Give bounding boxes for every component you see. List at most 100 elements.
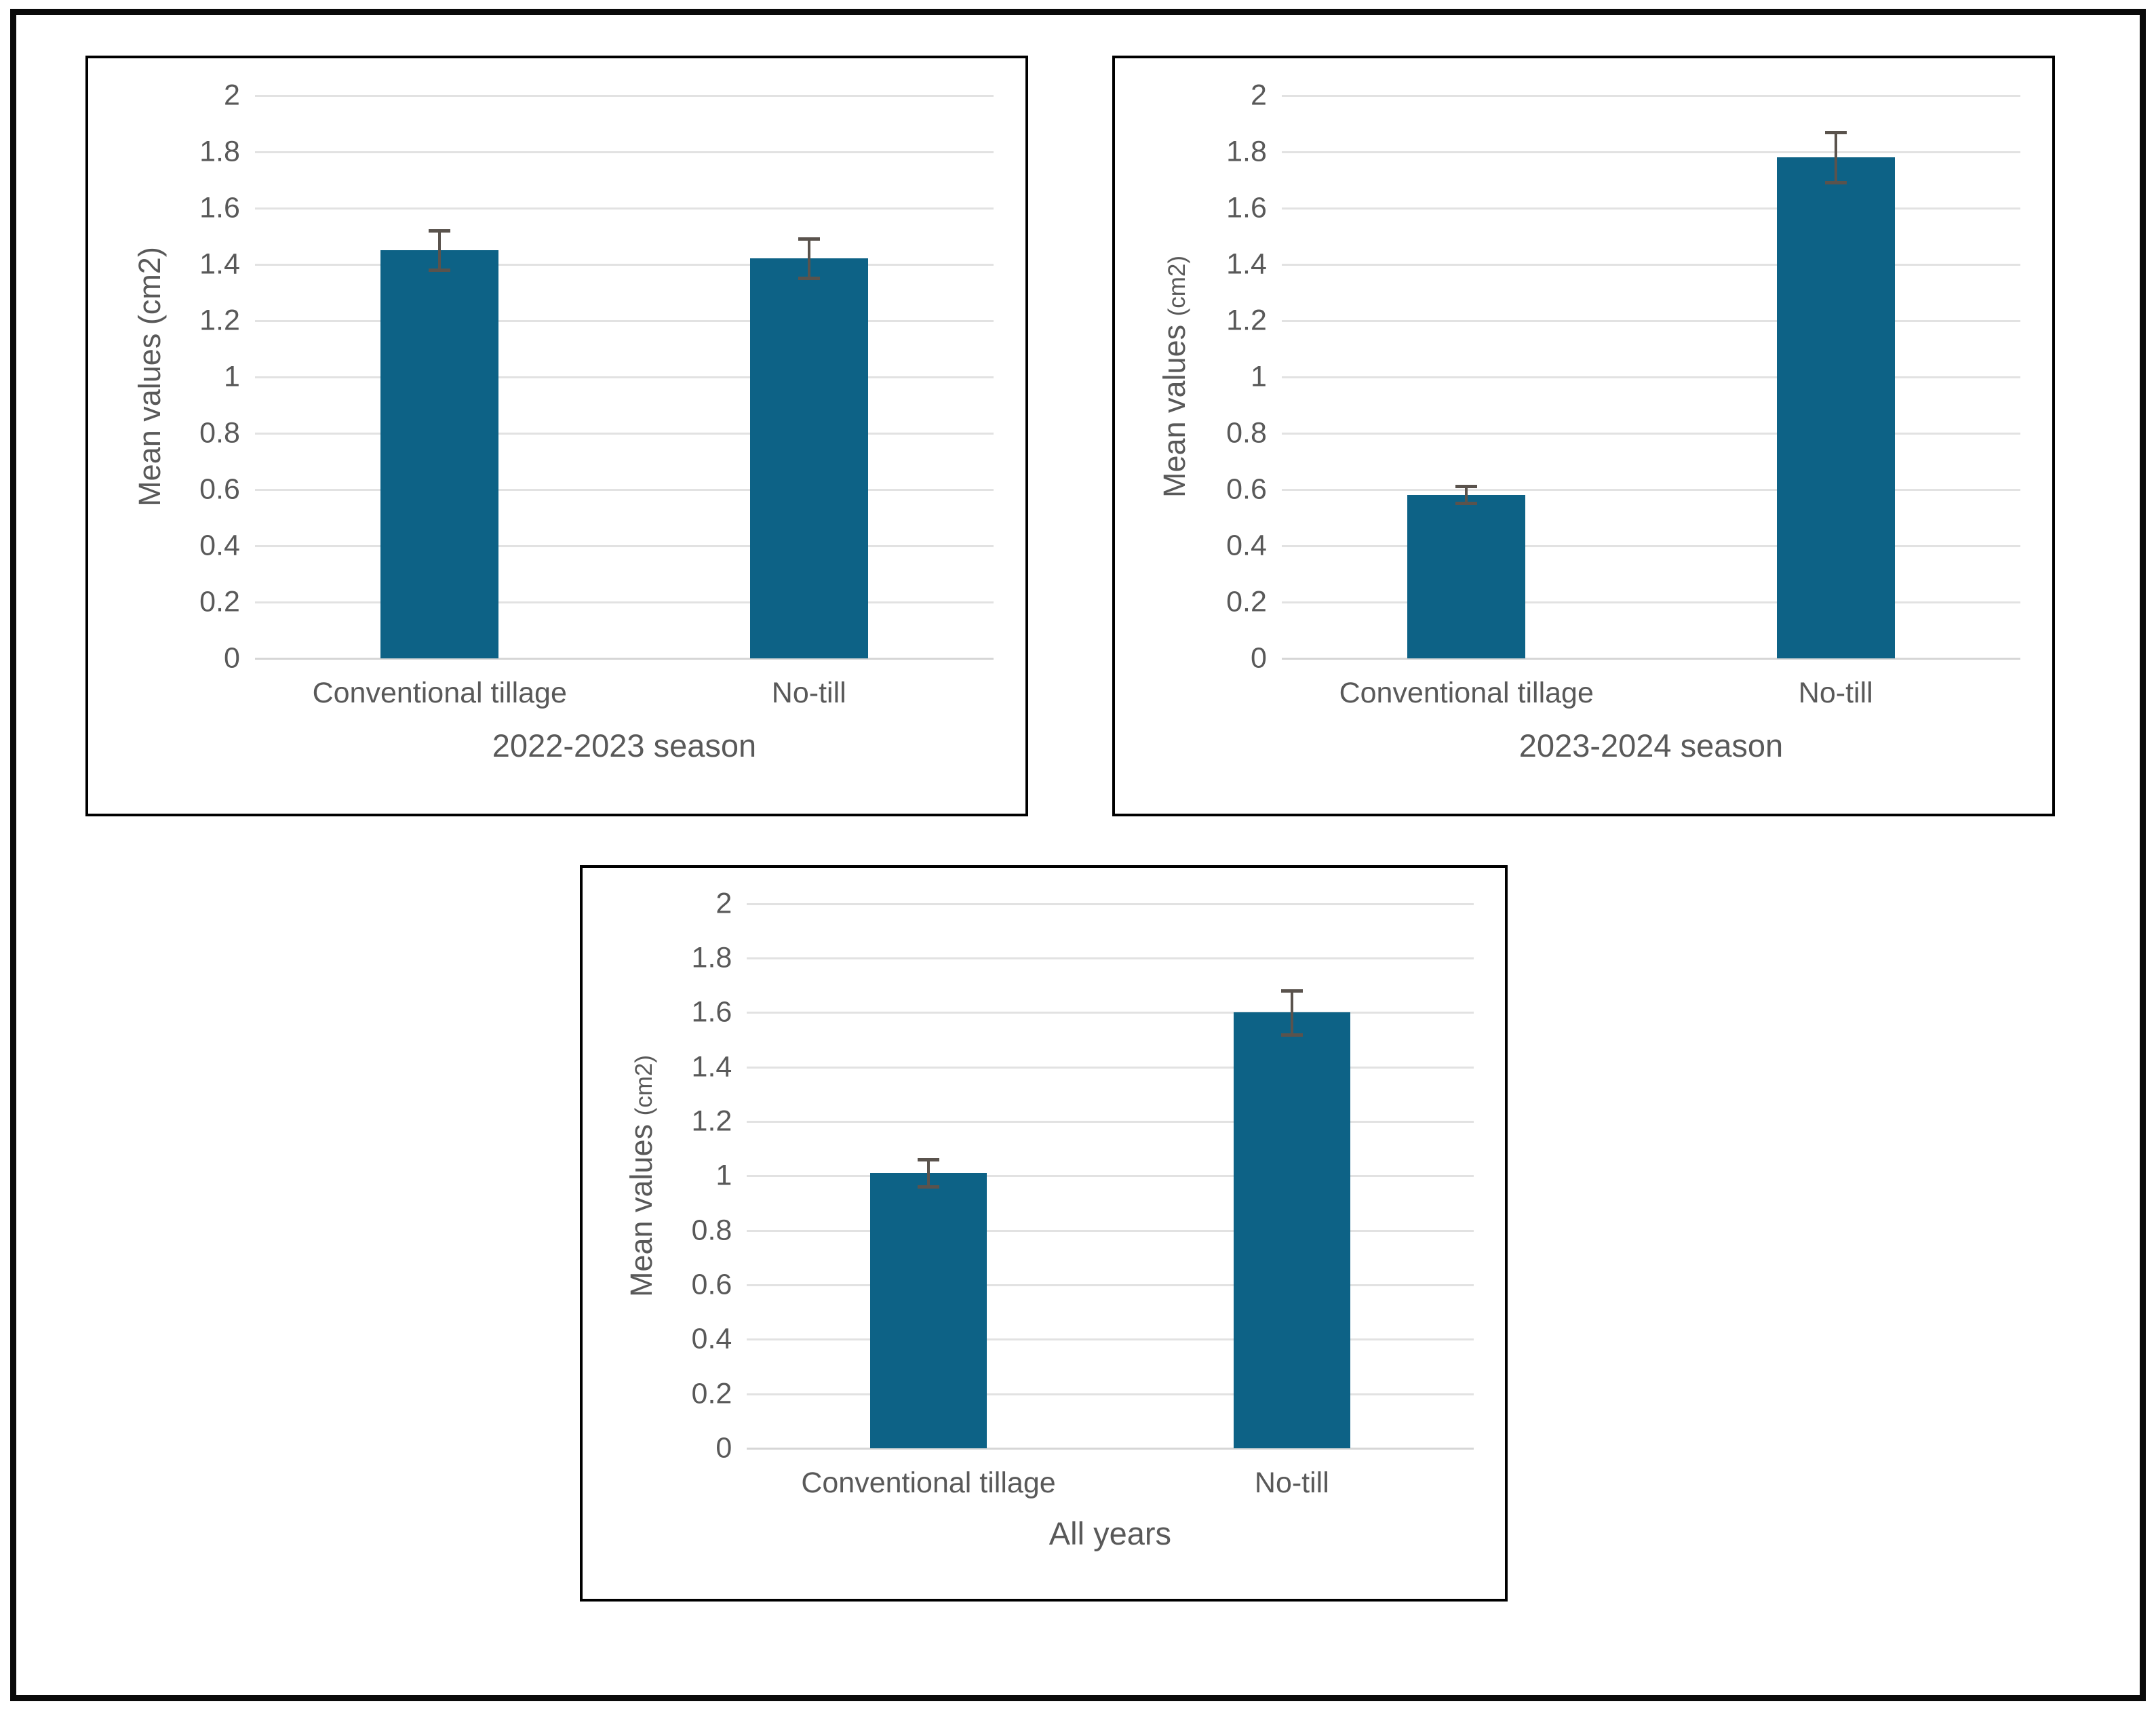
error-bar — [1834, 132, 1837, 183]
category-label-no-till: No-till — [771, 677, 846, 710]
y-tick-label: 0 — [716, 1431, 732, 1465]
y-tick-label: 1 — [1250, 360, 1267, 393]
y-tick-label: 0.8 — [1226, 416, 1267, 450]
y-tick-label: 1.6 — [199, 191, 240, 224]
y-axis-title-text: Mean values — [132, 325, 167, 506]
y-tick-label: 0.6 — [691, 1268, 732, 1301]
y-axis-title-unit: (cm2) — [1164, 255, 1191, 317]
gridline — [254, 207, 994, 210]
y-tick-label: 0.2 — [691, 1377, 732, 1410]
y-tick-label: 0.2 — [1226, 585, 1267, 618]
bar-chart-all-years: 2 1.8 1.6 1.4 1.2 1 0.8 0.6 0.4 0.2 0 Conventional … — [583, 868, 1505, 1599]
y-tick-label: 1 — [223, 360, 240, 393]
error-bar — [1290, 991, 1293, 1035]
y-axis-title: Mean values (cm2) — [623, 1054, 659, 1297]
x-axis-line — [747, 1447, 1474, 1450]
gridline — [254, 319, 994, 322]
gridline — [1281, 319, 2020, 322]
y-tick-label: 1.2 — [199, 304, 240, 337]
y-tick-label: 1 — [716, 1159, 732, 1192]
y-tick-label: 0.8 — [199, 416, 240, 450]
y-axis-title-box: Mean values (cm2) — [102, 96, 196, 658]
error-bar-cap-bottom — [918, 1185, 939, 1189]
gridline — [254, 376, 994, 378]
error-bar-cap-bottom — [429, 268, 451, 272]
gridline — [254, 544, 994, 547]
gridline — [1281, 376, 2020, 378]
y-tick-label: 1.4 — [199, 247, 240, 281]
y-tick-label: 1.8 — [199, 135, 240, 168]
error-bar-cap-top — [1280, 989, 1303, 993]
error-bar-cap-top — [918, 1158, 939, 1162]
y-tick-label: 0 — [1250, 641, 1267, 675]
x-axis-line — [254, 657, 994, 660]
y-tick-label: 2 — [716, 887, 732, 920]
gridline — [747, 957, 1474, 960]
y-tick-label: 1.6 — [1226, 191, 1267, 224]
gridline — [1281, 94, 2020, 97]
y-tick-label: 0.8 — [691, 1214, 732, 1247]
gridline — [747, 902, 1474, 905]
x-axis-title: All years — [1048, 1515, 1172, 1552]
gridline — [254, 94, 994, 97]
bar-no-till — [749, 258, 868, 658]
x-axis-line — [1281, 657, 2020, 660]
y-tick-label: 2 — [223, 79, 240, 112]
y-axis-title: Mean values (cm2) — [1157, 255, 1192, 498]
category-label-conventional-tillage: Conventional tillage — [312, 677, 567, 710]
category-axis: Conventional tillage No-till — [747, 1466, 1474, 1500]
category-axis: Conventional tillage No-till — [255, 676, 994, 710]
error-bar-cap-top — [1455, 485, 1478, 489]
gridline — [254, 432, 994, 435]
category-label-no-till: No-till — [1798, 677, 1873, 710]
figure-outer-border — [10, 9, 2146, 1701]
x-axis-title: 2022-2023 season — [492, 728, 757, 763]
y-axis-title-box: Mean values (cm2) — [596, 904, 688, 1448]
gridline — [254, 151, 994, 153]
gridline — [747, 1393, 1474, 1395]
error-bar-cap-top — [429, 228, 451, 233]
error-bar-cap-top — [1824, 130, 1847, 134]
error-bar — [1465, 486, 1468, 504]
gridline — [747, 1121, 1474, 1124]
chart-panel-2022-2023-season: 2 1.8 1.6 1.4 1.2 1 0.8 0.6 0.4 0.2 0 Conventional … — [85, 56, 1028, 816]
y-tick-label: 1.8 — [1226, 135, 1267, 168]
y-tick-label: 1.6 — [691, 995, 732, 1029]
y-axis-title-unit: (cm2) — [132, 247, 167, 325]
gridline — [1281, 263, 2020, 266]
gridline — [747, 1229, 1474, 1232]
y-tick-label: 0.6 — [199, 473, 240, 506]
gridline — [747, 1066, 1474, 1069]
y-tick-label: 0 — [223, 641, 240, 675]
y-axis-title: Mean values (cm2) — [132, 247, 167, 506]
y-axis-title-unit: (cm2) — [630, 1054, 657, 1116]
y-axis-title-text: Mean values — [623, 1115, 659, 1297]
y-tick-label: 1.8 — [691, 941, 732, 974]
gridline — [747, 1284, 1474, 1286]
bar-chart-2022-2023-season: 2 1.8 1.6 1.4 1.2 1 0.8 0.6 0.4 0.2 0 Conventional … — [88, 58, 1025, 814]
gridline — [1281, 207, 2020, 210]
category-label-conventional-tillage: Conventional tillage — [1339, 677, 1594, 710]
y-tick-label: 0.4 — [199, 529, 240, 562]
error-bar — [438, 230, 442, 270]
chart-panel-2023-2024-season: 2 1.8 1.6 1.4 1.2 1 0.8 0.6 0.4 0.2 0 Conventional … — [1112, 56, 2055, 816]
category-label-no-till: No-till — [1254, 1466, 1329, 1499]
bar-conventional-tillage — [1407, 494, 1526, 658]
error-bar-cap-top — [798, 237, 820, 241]
gridline — [1281, 151, 2020, 153]
bar-conventional-tillage — [870, 1173, 987, 1448]
gridline — [1281, 601, 2020, 603]
y-tick-label: 0.4 — [691, 1322, 732, 1355]
y-tick-label: 0.2 — [199, 585, 240, 618]
gridline — [1281, 488, 2020, 491]
y-axis-title-box: Mean values (cm2) — [1129, 96, 1223, 658]
error-bar-cap-bottom — [798, 277, 820, 281]
error-bar-cap-bottom — [1280, 1033, 1303, 1037]
y-tick-label: 1.2 — [691, 1105, 732, 1138]
error-bar-cap-bottom — [1455, 502, 1478, 506]
y-tick-label: 0.4 — [1226, 529, 1267, 562]
y-tick-label: 2 — [1250, 79, 1267, 112]
gridline — [254, 601, 994, 603]
gridline — [1281, 544, 2020, 547]
